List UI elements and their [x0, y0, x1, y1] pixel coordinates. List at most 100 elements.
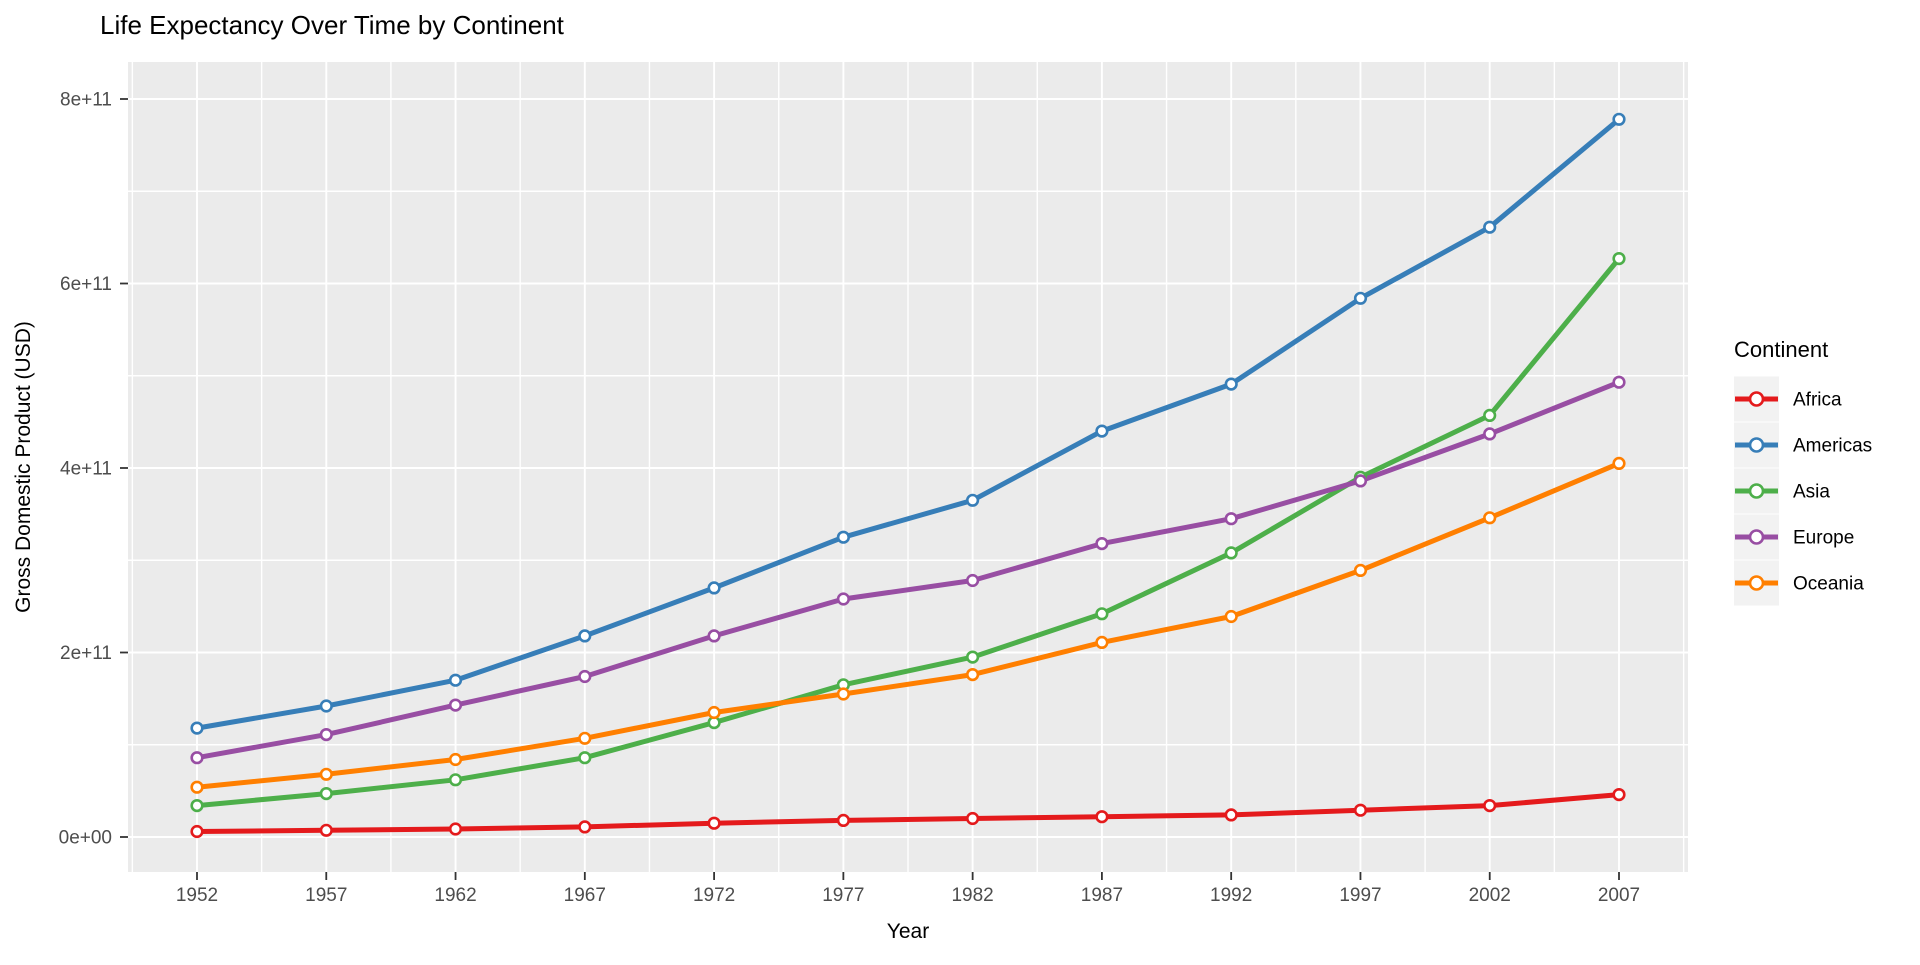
x-tick-label: 2007: [1598, 885, 1640, 906]
x-tick-label: 1962: [434, 885, 476, 906]
series-line-asia: [196, 257, 1621, 809]
data-point-europe: [1095, 536, 1109, 551]
series-layer: [190, 112, 1626, 839]
data-point-asia: [1483, 408, 1497, 423]
data-point-americas: [965, 493, 980, 507]
data-point-asia: [1095, 607, 1109, 621]
data-point-oceania: [319, 767, 333, 781]
x-tick-label: 1992: [1210, 885, 1252, 906]
legend-entry-oceania: Oceania: [1734, 560, 1864, 606]
legend-label-africa: Africa: [1793, 390, 1842, 411]
x-tick-label: 1972: [693, 885, 735, 906]
data-point-asia: [965, 650, 980, 664]
y-tick-label: 6e+11: [60, 274, 112, 295]
data-point-europe: [1612, 375, 1626, 389]
data-point-americas: [1353, 291, 1368, 305]
legend-key-point: [1748, 483, 1765, 499]
data-point-americas: [448, 673, 463, 687]
data-point-africa: [1224, 808, 1238, 822]
data-point-americas: [1483, 220, 1497, 234]
data-point-asia: [190, 798, 204, 813]
data-point-oceania: [1612, 456, 1626, 471]
series-line-africa: [196, 792, 1620, 834]
data-point-europe: [1224, 512, 1238, 526]
data-point-europe: [190, 751, 204, 765]
data-point-americas: [707, 581, 721, 595]
x-tick-label: 1952: [176, 885, 218, 906]
data-point-americas: [1095, 424, 1109, 438]
data-point-americas: [836, 530, 851, 544]
data-point-oceania: [1224, 609, 1238, 624]
data-point-africa: [578, 820, 592, 834]
data-point-africa: [707, 816, 721, 830]
data-point-africa: [448, 822, 463, 836]
data-point-africa: [965, 811, 980, 826]
data-point-americas: [1612, 112, 1626, 126]
series-line-europe: [196, 379, 1620, 761]
data-point-africa: [1483, 798, 1497, 813]
gridline-layer: [128, 62, 1688, 872]
data-point-africa: [1353, 803, 1368, 817]
y-tick-label: 0e+00: [59, 828, 112, 849]
x-tick-label: 1977: [822, 885, 864, 906]
data-point-europe: [965, 573, 980, 588]
y-tick-label: 2e+11: [60, 643, 112, 664]
data-point-oceania: [578, 731, 592, 745]
data-point-oceania: [1095, 635, 1109, 650]
data-point-oceania: [707, 705, 721, 720]
series-line-oceania: [196, 461, 1620, 790]
data-point-americas: [578, 629, 592, 643]
y-tick-label: 8e+11: [60, 90, 112, 111]
chart-title: Life Expectancy Over Time by Continent: [100, 10, 565, 40]
legend-entry-europe: Europe: [1734, 514, 1854, 560]
legend-label-europe: Europe: [1793, 528, 1854, 549]
legend-entry-africa: Africa: [1734, 376, 1842, 422]
data-point-europe: [1483, 427, 1497, 441]
data-point-oceania: [965, 667, 980, 682]
data-point-asia: [319, 786, 333, 801]
data-point-oceania: [448, 752, 463, 767]
data-point-oceania: [1483, 511, 1497, 525]
legend-title: Continent: [1734, 337, 1828, 362]
data-point-africa: [836, 813, 851, 828]
data-point-oceania: [1353, 563, 1368, 578]
axis-layer: 1952 1957 1962 1967 1972 1977 1982 1987 1992 1997…: [59, 90, 1641, 907]
legend-label-americas: Americas: [1793, 436, 1872, 457]
data-point-asia: [1224, 546, 1238, 560]
x-tick-label: 1997: [1339, 885, 1381, 906]
legend-key-point: [1748, 391, 1765, 407]
data-point-americas: [319, 699, 333, 713]
legend-label-oceania: Oceania: [1793, 574, 1864, 595]
x-tick-label: 1982: [951, 885, 993, 906]
y-axis-title: Gross Domestic Product (USD): [12, 321, 35, 613]
x-tick-label: 1967: [564, 885, 606, 906]
data-point-europe: [1353, 474, 1368, 488]
data-point-africa: [1095, 810, 1109, 824]
legend-key-point: [1748, 437, 1765, 453]
data-point-asia: [448, 773, 463, 787]
series-line-americas: [196, 117, 1621, 731]
data-point-europe: [578, 669, 592, 684]
data-point-europe: [319, 727, 333, 742]
data-point-africa: [1612, 787, 1626, 802]
data-point-asia: [578, 751, 592, 765]
data-point-europe: [836, 592, 851, 606]
y-tick-label: 4e+11: [60, 459, 112, 480]
data-point-africa: [190, 824, 204, 839]
legend-key-point: [1748, 529, 1765, 545]
data-point-americas: [190, 721, 204, 735]
data-point-europe: [707, 629, 721, 643]
x-tick-label: 2002: [1469, 885, 1511, 906]
x-tick-label: 1957: [305, 885, 347, 906]
data-point-africa: [319, 823, 333, 837]
data-point-americas: [1224, 377, 1238, 391]
x-axis-title: Year: [887, 920, 929, 943]
x-tick-label: 1987: [1081, 885, 1123, 906]
legend-entry-americas: Americas: [1734, 422, 1872, 468]
legend-label-asia: Asia: [1793, 482, 1830, 503]
data-point-europe: [448, 698, 463, 712]
legend-layer: Africa Americas Asia Europe Oceania: [1734, 376, 1872, 606]
legend-key-point: [1748, 575, 1765, 591]
